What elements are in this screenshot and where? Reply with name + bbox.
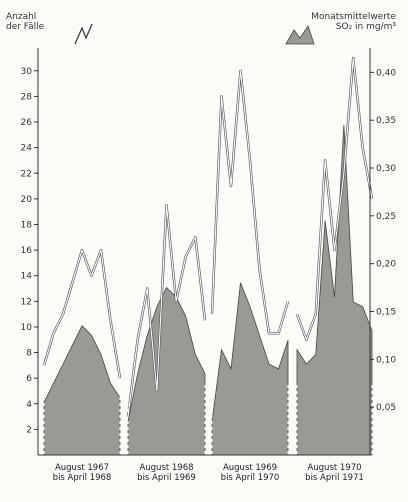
left-tick-label-30: 30 [21, 67, 33, 77]
right-tick-label-2: 0,15 [376, 308, 396, 318]
period-label-3-line2: bis April 1970 [221, 473, 280, 483]
right-axis-header: Monatsmittelwerte SO₂ in mg/m³ [304, 12, 396, 32]
cases-line-period-3 [211, 70, 289, 334]
left-axis-header: Anzahl der Fälle [6, 12, 66, 32]
right-axis-title-line1: Monatsmittelwerte [311, 12, 396, 22]
period-label-3-line1: August 1969 [223, 463, 277, 473]
left-tick-label-12: 12 [21, 297, 32, 307]
so2-area-period-3 [211, 282, 289, 456]
so2-area-period-1 [43, 325, 121, 456]
right-tick-label-4: 0,25 [376, 212, 396, 222]
period-label-1-line1: August 1967 [55, 463, 109, 473]
cases-line-period-1 [43, 249, 121, 379]
right-tick-label-5: 0,30 [376, 164, 396, 174]
period-label-2-line1: August 1968 [139, 463, 193, 473]
period-label-4-line1: August 1970 [307, 463, 361, 473]
cases-line-period-4 [296, 57, 373, 341]
left-tick-label-26: 26 [21, 118, 33, 128]
right-tick-label-6: 0,35 [376, 116, 396, 126]
right-tick-label-1: 0,10 [376, 355, 396, 365]
right-tick-label-0: 0,05 [376, 403, 396, 413]
left-tick-label-16: 16 [21, 246, 33, 256]
left-tick-label-22: 22 [21, 169, 32, 179]
period-label-2-line2: bis April 1969 [137, 473, 196, 483]
left-tick-label-18: 18 [21, 220, 33, 230]
left-tick-label-2: 2 [26, 425, 32, 435]
left-tick-label-20: 20 [21, 195, 33, 205]
so2-area-period-2 [127, 286, 206, 456]
period-label-4-line2: bis April 1971 [305, 473, 364, 483]
right-tick-label-7: 0,40 [376, 68, 396, 78]
cases-line-period-2 [127, 204, 206, 417]
cases-legend-icon [74, 23, 93, 45]
left-axis-title-line2: der Fälle [6, 22, 45, 32]
period-label-1-line2: bis April 1968 [53, 473, 112, 483]
left-axis-title-line1: Anzahl [6, 12, 37, 22]
left-tick-label-4: 4 [26, 400, 32, 410]
right-tick-label-3: 0,20 [376, 260, 396, 270]
right-axis-title-line2: SO₂ in mg/m³ [335, 22, 396, 32]
left-tick-label-6: 6 [26, 374, 32, 384]
left-tick-label-10: 10 [21, 323, 33, 333]
left-tick-label-8: 8 [26, 349, 32, 359]
so2-area-period-4 [296, 124, 373, 456]
left-tick-label-28: 28 [21, 92, 33, 102]
so2-legend-icon [285, 25, 315, 45]
left-tick-label-24: 24 [21, 144, 33, 154]
left-tick-label-14: 14 [21, 272, 33, 282]
